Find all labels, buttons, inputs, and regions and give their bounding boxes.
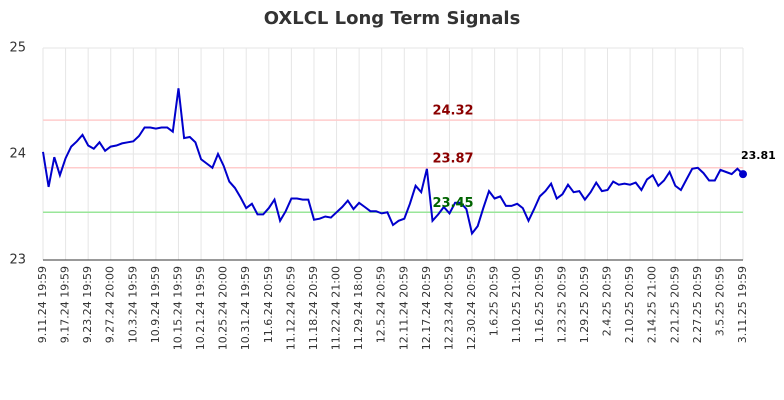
signal-label: 23.45 xyxy=(432,196,473,211)
x-tick-label: 2.10.25 20:59 xyxy=(623,266,636,343)
x-tick-label: 11.6.24 20:59 xyxy=(262,266,275,343)
x-tick-label: 10.25.24 20:00 xyxy=(217,266,230,350)
x-tick-label: 1.10.25 21:00 xyxy=(510,266,523,343)
last-value-label: 23.81 xyxy=(741,149,776,162)
x-tick-label: 1.6.25 20:59 xyxy=(488,266,501,336)
x-tick-label: 2.4.25 20:59 xyxy=(601,266,614,336)
x-tick-label: 1.29.25 20:59 xyxy=(578,266,591,343)
x-tick-label: 12.17.24 20:59 xyxy=(420,266,433,350)
x-tick-label: 12.11.24 20:59 xyxy=(397,266,410,350)
y-tick-label: 25 xyxy=(9,41,26,56)
x-tick-label: 10.9.24 19:59 xyxy=(149,266,162,343)
y-tick-label: 24 xyxy=(9,147,26,162)
x-tick-label: 2.21.25 20:59 xyxy=(668,266,681,343)
x-tick-label: 1.16.25 20:59 xyxy=(533,266,546,343)
x-tick-label: 10.3.24 19:59 xyxy=(126,266,139,343)
x-tick-label: 9.17.24 19:59 xyxy=(59,266,72,343)
x-tick-label: 12.23.24 20:59 xyxy=(442,266,455,350)
x-tick-label: 9.23.24 19:59 xyxy=(81,266,94,343)
y-tick-label: 23 xyxy=(9,253,26,268)
chart-title: OXLCL Long Term Signals xyxy=(264,8,521,29)
last-point xyxy=(739,170,747,179)
x-tick-label: 12.30.24 20:59 xyxy=(465,266,478,350)
x-tick-label: 9.27.24 20:00 xyxy=(104,266,117,343)
x-tick-label: 2.14.25 21:00 xyxy=(646,266,659,343)
signal-label: 23.87 xyxy=(432,151,473,166)
signal-label: 24.32 xyxy=(432,104,473,119)
x-tick-label: 11.22.24 21:00 xyxy=(330,266,343,350)
x-tick-label: 10.31.24 19:59 xyxy=(239,266,252,350)
x-tick-label: 3.11.25 19:59 xyxy=(736,266,749,343)
x-tick-label: 1.23.25 20:59 xyxy=(555,266,568,343)
x-tick-label: 11.18.24 20:59 xyxy=(307,266,320,350)
x-tick-label: 2.27.25 20:59 xyxy=(691,266,704,343)
x-tick-label: 11.12.24 20:59 xyxy=(284,266,297,350)
x-tick-label: 9.11.24 19:59 xyxy=(36,266,49,343)
price-line xyxy=(42,88,744,236)
x-tick-label: 3.5.25 20:59 xyxy=(713,266,726,336)
x-tick-label: 10.21.24 19:59 xyxy=(194,266,207,350)
x-tick-label: 12.5.24 20:59 xyxy=(375,266,388,343)
x-tick-label: 11.29.24 18:00 xyxy=(352,266,365,350)
x-tick-label: 10.15.24 19:59 xyxy=(171,266,184,350)
